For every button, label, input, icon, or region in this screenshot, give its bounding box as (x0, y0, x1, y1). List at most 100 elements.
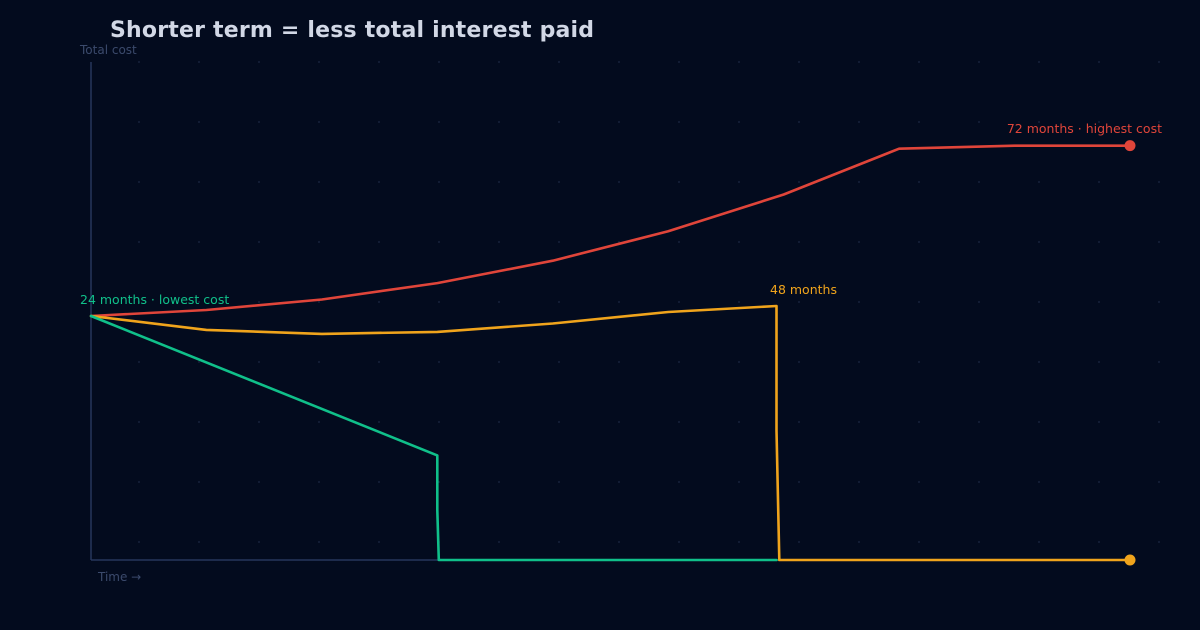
grid-dot (558, 301, 560, 303)
series-line-24-months (89, 314, 778, 562)
grid-dot (798, 361, 800, 363)
grid-dot (138, 61, 140, 63)
series-end-marker-48-months (1124, 554, 1136, 566)
grid-dot (738, 241, 740, 243)
grid-dot (798, 241, 800, 243)
grid-dot (1098, 241, 1100, 243)
grid-dot (138, 121, 140, 123)
grid-dot (618, 61, 620, 63)
grid-dot (858, 421, 860, 423)
series-label-24-months: 24 months · lowest cost (80, 292, 229, 307)
grid-dot (978, 421, 980, 423)
grid-dot (738, 481, 740, 483)
grid-dot (798, 541, 800, 543)
grid-dot (138, 541, 140, 543)
axes: Total cost Time → (79, 43, 1130, 584)
grid-dot (318, 361, 320, 363)
grid-dot (1098, 61, 1100, 63)
grid-dot (198, 121, 200, 123)
grid-dot (558, 541, 560, 543)
grid-dot (978, 301, 980, 303)
grid-dot (438, 421, 440, 423)
chart-title: Shorter term = less total interest paid (110, 18, 595, 43)
series-lines (89, 140, 1136, 566)
grid-dot (858, 121, 860, 123)
grid-dot (858, 181, 860, 183)
grid-dot (798, 181, 800, 183)
grid-dot (498, 181, 500, 183)
grid-dot (798, 301, 800, 303)
grid-dot (1158, 301, 1160, 303)
grid-dot (198, 181, 200, 183)
grid-dot (558, 61, 560, 63)
grid-dot (138, 421, 140, 423)
grid-dot (438, 181, 440, 183)
grid-dot (1098, 541, 1100, 543)
y-axis-label: Total cost (79, 43, 137, 57)
grid-dot (1038, 61, 1040, 63)
series-label-48-months: 48 months (770, 282, 837, 297)
grid-dot (1098, 361, 1100, 363)
grid-dot (138, 181, 140, 183)
grid-dot (438, 301, 440, 303)
series-line-48-months (89, 304, 1132, 562)
grid-dot (918, 301, 920, 303)
grid-dot (978, 181, 980, 183)
grid-dot (258, 241, 260, 243)
grid-dot (678, 481, 680, 483)
grid-dot (858, 541, 860, 543)
grid-dot (678, 301, 680, 303)
grid-dot (918, 121, 920, 123)
grid-dot (918, 181, 920, 183)
grid-dot (498, 421, 500, 423)
grid-dot (558, 421, 560, 423)
series-label-72-months: 72 months · highest cost (1007, 121, 1162, 136)
grid-dot (318, 421, 320, 423)
grid-dot (318, 181, 320, 183)
grid-dot (198, 541, 200, 543)
grid-dot (678, 421, 680, 423)
grid-dot (498, 61, 500, 63)
grid-dot (1098, 421, 1100, 423)
grid-dot (198, 481, 200, 483)
grid-dot (978, 541, 980, 543)
grid-dot (738, 301, 740, 303)
grid-dot (318, 541, 320, 543)
grid-dot (738, 541, 740, 543)
grid-dot (258, 301, 260, 303)
grid-dot (798, 421, 800, 423)
series-end-marker-72-months (1124, 140, 1136, 152)
grid-dot (738, 61, 740, 63)
grid-dot (618, 541, 620, 543)
grid-dot (1038, 421, 1040, 423)
grid-dot (1098, 181, 1100, 183)
grid-dot (738, 181, 740, 183)
grid-dot (978, 121, 980, 123)
grid-dot (378, 121, 380, 123)
grid-dot (558, 481, 560, 483)
grid-dot (618, 481, 620, 483)
grid-dot (1098, 121, 1100, 123)
grid-dot (258, 181, 260, 183)
grid-dot (558, 241, 560, 243)
grid-dot (798, 61, 800, 63)
grid-dot (498, 241, 500, 243)
grid-dot (618, 301, 620, 303)
grid-dot (1038, 361, 1040, 363)
grid-dot (498, 121, 500, 123)
grid-dot (318, 241, 320, 243)
grid-dot (318, 121, 320, 123)
grid-dot (558, 181, 560, 183)
grid-dot (798, 121, 800, 123)
grid-dot (558, 361, 560, 363)
grid-dot (438, 61, 440, 63)
grid-dot (678, 121, 680, 123)
series-labels: 72 months · highest cost 48 months 24 mont… (80, 121, 1162, 307)
grid-dot (258, 421, 260, 423)
grid-dot (258, 361, 260, 363)
grid-dot (618, 421, 620, 423)
grid-dot (858, 301, 860, 303)
grid-dot (858, 361, 860, 363)
grid-dot (378, 361, 380, 363)
